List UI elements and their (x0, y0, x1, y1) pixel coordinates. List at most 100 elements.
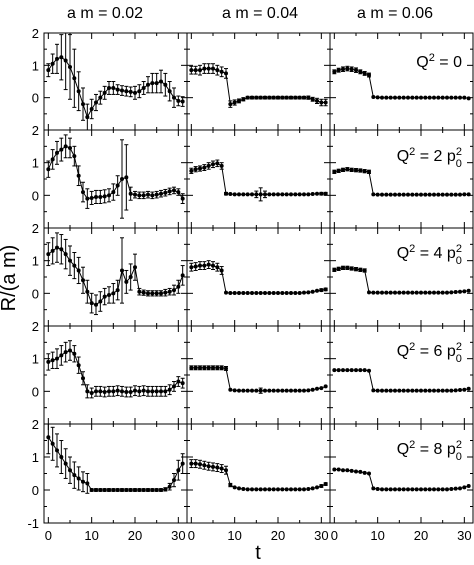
row-label: Q2 = 2 p02 (397, 146, 462, 170)
data-point (341, 67, 345, 72)
data-point (107, 292, 111, 297)
data-point (310, 97, 315, 102)
data-point (154, 291, 159, 296)
panel-frame (186, 423, 331, 524)
row-label-mid: = 0 (435, 54, 462, 71)
data-point (293, 487, 298, 492)
data-point (198, 68, 202, 73)
x-tick-label: 30 (171, 528, 185, 543)
data-point (180, 461, 185, 466)
data-point (89, 488, 94, 492)
data-point (263, 487, 267, 492)
data-point (89, 106, 94, 111)
x-tick-label: 10 (370, 528, 384, 543)
data-point (453, 388, 458, 393)
data-point (107, 193, 111, 198)
data-point (120, 268, 124, 273)
data-point (154, 192, 159, 197)
data-point (449, 388, 454, 393)
data-point (111, 85, 116, 90)
data-point (85, 115, 90, 120)
data-point (436, 388, 441, 393)
data-point (228, 387, 233, 392)
data-point (180, 273, 185, 278)
data-point (219, 466, 224, 471)
data-point (349, 167, 354, 172)
data-point (271, 291, 276, 296)
data-point (206, 262, 211, 267)
data-point (146, 389, 150, 394)
data-point (141, 85, 146, 90)
data-point (315, 288, 319, 293)
data-point (440, 192, 445, 197)
data-point (55, 245, 59, 250)
x-tick-label: 20 (271, 528, 285, 543)
data-point (414, 290, 419, 295)
row-label-sup1: 2 (409, 439, 415, 451)
data-point (72, 473, 77, 478)
y-tick-label: 2 (32, 221, 39, 236)
row-label: Q2 = 8 p02 (397, 439, 462, 463)
data-point (133, 192, 137, 197)
data-point (401, 95, 406, 100)
data-point (336, 467, 341, 472)
series-line (191, 367, 326, 392)
data-point (423, 192, 428, 197)
panel-r4-c1 (43, 325, 188, 425)
data-point (440, 95, 445, 100)
data-point (154, 488, 159, 492)
series-line (334, 369, 469, 392)
data-point (367, 290, 371, 295)
panel-r3-c1 (43, 227, 188, 327)
data-point (176, 98, 181, 103)
data-point (436, 487, 441, 492)
data-point (427, 487, 432, 492)
data-point (215, 265, 220, 270)
y-axis-title: R/(a m) (0, 245, 20, 312)
data-point (150, 488, 155, 492)
panel-r2-c3 (329, 129, 474, 229)
data-point (85, 289, 90, 294)
data-point (176, 468, 181, 473)
row-label-base: Q (397, 343, 409, 360)
data-point (111, 389, 116, 394)
series (46, 340, 185, 399)
y-tick-label: 2 (32, 123, 39, 138)
panel-r1-c1 (43, 32, 188, 131)
data-point (254, 388, 259, 393)
data-point (332, 368, 337, 373)
data-point (68, 64, 72, 69)
data-point (267, 192, 272, 197)
data-point (462, 485, 467, 490)
panel-r3-c2 (186, 227, 331, 327)
row-label-mid: = 4 p (415, 245, 456, 262)
data-point (453, 95, 458, 100)
data-point (120, 389, 124, 394)
data-point (50, 441, 55, 446)
data-point (46, 167, 51, 172)
data-point (466, 386, 471, 391)
panel-frame (329, 32, 474, 131)
data-point (297, 291, 302, 296)
data-point (172, 288, 176, 293)
data-point (276, 192, 280, 197)
data-point (115, 488, 120, 492)
data-point (198, 263, 202, 268)
y-tick-label: 0 (32, 483, 39, 498)
data-point (150, 193, 155, 198)
data-point (388, 290, 393, 295)
data-point (189, 68, 194, 73)
data-point (137, 193, 142, 198)
data-point (371, 95, 376, 100)
data-point (141, 388, 146, 393)
y-tick-label: -1 (27, 516, 39, 531)
data-point (319, 100, 324, 105)
data-point (423, 290, 428, 295)
y-tick-label: 1 (32, 352, 39, 367)
data-point (289, 388, 293, 393)
row-label-base: Q (397, 148, 409, 165)
data-point (59, 55, 64, 60)
data-point (68, 258, 72, 263)
data-point (254, 192, 259, 197)
data-point (211, 464, 215, 469)
